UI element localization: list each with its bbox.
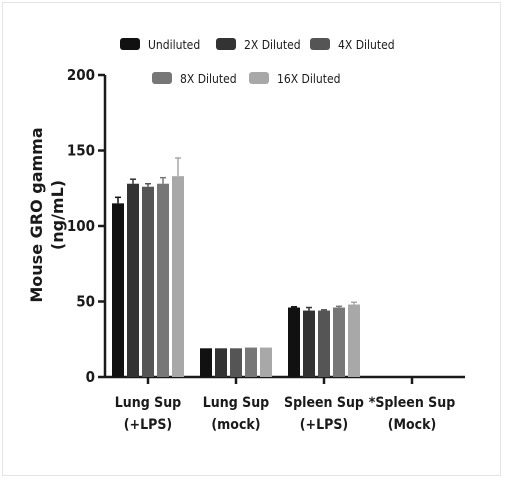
bar [303,310,315,377]
legend-swatch [120,38,140,50]
legend-swatch [216,38,236,50]
bar [260,347,272,377]
bar [127,183,139,377]
bar [348,304,360,377]
legend-label: 2X Diluted [244,38,301,52]
legend-label: 4X Diluted [338,38,395,52]
bar [142,186,154,377]
y-axis-title: Mouse GRO gamma [27,127,46,302]
x-category-label: Spleen Sup [284,395,364,411]
bar [333,307,345,377]
bar [200,348,212,377]
y-tick-label: 200 [67,66,95,84]
y-tick-label: 150 [67,142,95,160]
x-category-label: Lung Sup [115,395,181,411]
legend-swatch [152,72,172,84]
y-tick-label: 100 [67,217,95,235]
legend-swatch [310,38,330,50]
x-category-sublabel: (mock) [211,417,260,433]
legend-label: 8X Diluted [180,72,237,86]
y-tick-label: 0 [86,368,95,386]
y-tick-label: 50 [76,293,95,311]
x-category-sublabel: (+LPS) [300,417,348,433]
x-category-label: *Spleen Sup [369,395,455,411]
bar [230,348,242,377]
x-category-label: Lung Sup [203,395,269,411]
legend-label: Undiluted [148,38,200,52]
bar [172,176,184,377]
bar [288,307,300,377]
y-axis-title-unit: (ng/mL) [48,180,67,250]
bar [157,183,169,377]
x-category-sublabel: (Mock) [388,417,437,433]
bar [245,347,257,377]
legend-label: 16X Diluted [277,72,340,86]
bar [112,203,124,377]
x-category-sublabel: (+LPS) [124,417,172,433]
bar [318,310,330,377]
legend-swatch [249,72,269,84]
bar [215,348,227,377]
